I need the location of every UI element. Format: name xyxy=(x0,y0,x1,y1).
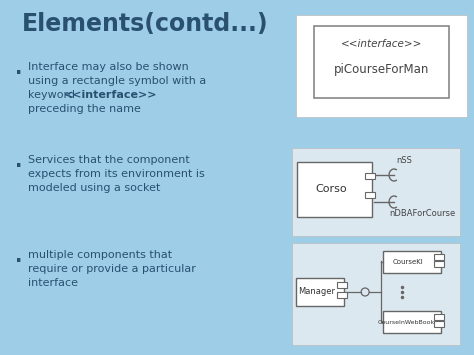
Text: CourseKl: CourseKl xyxy=(392,259,423,265)
Text: Services that the component: Services that the component xyxy=(28,155,190,165)
Text: Interface may also be shown: Interface may also be shown xyxy=(28,62,189,72)
Text: CourseInWebBooks: CourseInWebBooks xyxy=(378,320,438,324)
FancyBboxPatch shape xyxy=(434,253,444,260)
FancyBboxPatch shape xyxy=(383,251,441,273)
FancyBboxPatch shape xyxy=(383,311,441,333)
Text: Elements(contd...): Elements(contd...) xyxy=(22,12,269,36)
Text: multiple components that: multiple components that xyxy=(28,250,172,260)
FancyBboxPatch shape xyxy=(365,173,375,179)
FancyBboxPatch shape xyxy=(434,313,444,320)
Text: Manager: Manager xyxy=(298,288,335,296)
FancyBboxPatch shape xyxy=(296,278,344,306)
FancyBboxPatch shape xyxy=(292,243,460,345)
FancyBboxPatch shape xyxy=(314,26,449,98)
FancyBboxPatch shape xyxy=(296,15,467,117)
Text: ·: · xyxy=(15,252,22,271)
FancyBboxPatch shape xyxy=(297,162,372,217)
Text: interface: interface xyxy=(28,278,78,288)
Text: <<interface>>: <<interface>> xyxy=(64,90,158,100)
Text: modeled using a socket: modeled using a socket xyxy=(28,183,160,193)
Text: piCourseForMan: piCourseForMan xyxy=(334,64,429,76)
Text: Corso: Corso xyxy=(315,185,346,195)
Text: using a rectangle symbol with a: using a rectangle symbol with a xyxy=(28,76,206,86)
Text: ·: · xyxy=(15,157,22,176)
FancyBboxPatch shape xyxy=(434,261,444,267)
FancyBboxPatch shape xyxy=(337,292,347,298)
FancyBboxPatch shape xyxy=(292,148,460,236)
Text: require or provide a particular: require or provide a particular xyxy=(28,264,196,274)
Text: nDBAForCourse: nDBAForCourse xyxy=(389,209,456,218)
FancyBboxPatch shape xyxy=(365,192,375,198)
Text: preceding the name: preceding the name xyxy=(28,104,141,114)
Text: <<interface>>: <<interface>> xyxy=(341,39,422,49)
Text: expects from its environment is: expects from its environment is xyxy=(28,169,205,179)
Text: keyword: keyword xyxy=(28,90,78,100)
FancyBboxPatch shape xyxy=(337,282,347,288)
Text: nSS: nSS xyxy=(396,156,412,165)
Text: ·: · xyxy=(15,64,22,83)
FancyBboxPatch shape xyxy=(434,321,444,327)
